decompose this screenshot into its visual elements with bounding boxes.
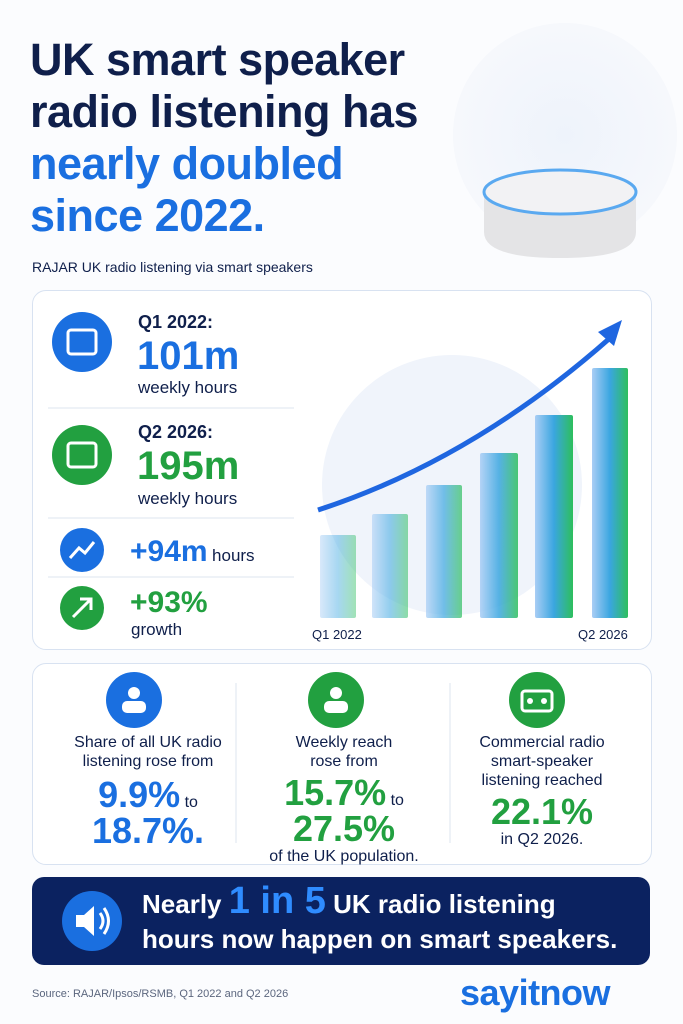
- card-after: of the UK population.: [269, 848, 419, 865]
- card-text: Weekly reach rose from: [295, 734, 393, 770]
- banner-icon: [62, 891, 122, 951]
- banner-text: Nearly 1 in 5 UK radio listening hours n…: [142, 882, 622, 957]
- change-value: +94m: [130, 535, 208, 568]
- growth-value: +93%: [130, 586, 208, 619]
- card-text: Commercial radio smart-speaker listening…: [479, 734, 605, 789]
- card-value: 18.7%.: [91, 810, 205, 851]
- panel-graphics: [48, 312, 628, 630]
- stat-value: 101m: [137, 334, 240, 378]
- title: UK smart speaker radio listening has nea…: [30, 34, 470, 242]
- card-joiner: to: [184, 794, 198, 811]
- card-value: 27.5%: [292, 808, 396, 849]
- card: Commercial radio smart-speaker listening…: [452, 733, 632, 849]
- source: Source: RAJAR/Ipsos/RSMB, Q1 2022 and Q2…: [32, 988, 289, 1000]
- banner-after: UK radio listening hours now happen on s…: [142, 889, 618, 954]
- card-value: 9.9%: [98, 774, 181, 815]
- banner-before: Nearly: [142, 889, 222, 919]
- speaker-illustration: [453, 23, 677, 258]
- title-highlight: since 2022.: [30, 190, 265, 241]
- change: +94m hours: [130, 535, 255, 569]
- stat-label: Q1 2022:: [138, 312, 214, 332]
- change-unit: hours: [212, 546, 255, 565]
- stat-value: 195m: [137, 444, 240, 488]
- title-line: radio listening has: [30, 86, 419, 137]
- stat-unit: weekly hours: [138, 489, 238, 508]
- banner: [32, 877, 650, 965]
- card: Weekly reach rose from 15.7% to 27.5% of…: [254, 733, 434, 866]
- stat-label: Q1 2022:: [138, 312, 213, 333]
- title-highlight: nearly doubled: [30, 138, 344, 189]
- brand: sayitnow: [460, 972, 611, 1013]
- card-after: in Q2 2026.: [500, 831, 584, 848]
- growth-unit: growth: [131, 620, 183, 639]
- subtitle: RAJAR UK radio listening via smart speak…: [32, 259, 313, 275]
- banner-highlight: 1 in 5: [228, 880, 326, 922]
- stat-label: Q2 2026:: [138, 422, 214, 442]
- cards-graphics: [106, 672, 565, 843]
- card-value: 15.7%: [284, 772, 387, 813]
- card-joiner: to: [390, 792, 404, 809]
- x-label: Q2 2026: [578, 627, 628, 642]
- x-label: Q1 2022: [312, 627, 362, 642]
- card: Share of all UK radio listening rose fro…: [58, 733, 238, 849]
- card-value: 22.1%: [490, 791, 594, 832]
- stat-unit: weekly hours: [138, 378, 238, 397]
- title-line: UK smart speaker: [30, 34, 405, 85]
- card-text: Share of all UK radio listening rose fro…: [74, 734, 222, 770]
